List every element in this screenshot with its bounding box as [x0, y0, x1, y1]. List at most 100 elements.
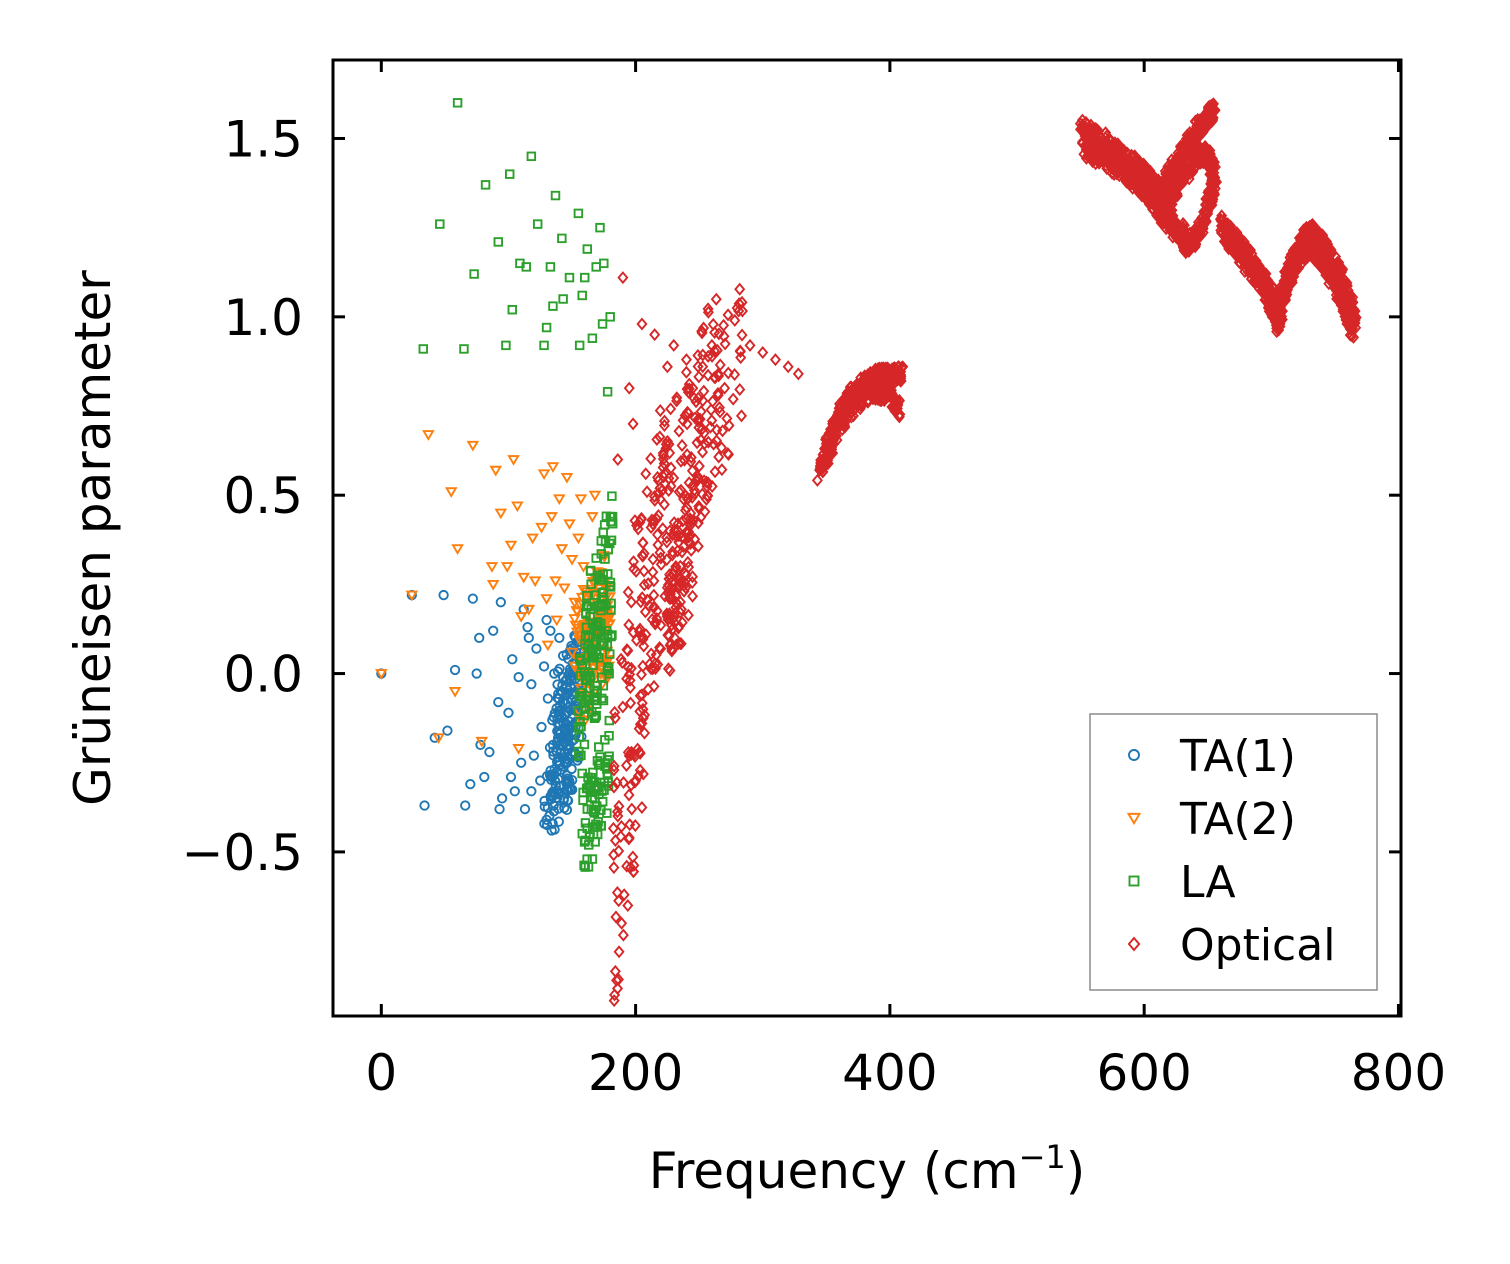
point-ta-1--cluster [553, 816, 564, 827]
point-la [526, 151, 537, 162]
point-ta-1--cluster [562, 795, 573, 806]
point-optical-cluster [636, 696, 648, 710]
point-la-cluster [583, 695, 593, 706]
point-la-cluster [580, 694, 591, 705]
point-ta-1--cluster [553, 688, 564, 700]
point-la-cluster [582, 854, 592, 864]
point-la [557, 233, 567, 244]
point-optical-cluster [636, 688, 648, 702]
point-optical-cluster [654, 546, 666, 560]
point-la [539, 340, 549, 351]
point-optical [627, 417, 639, 431]
point-optical-cluster [707, 317, 719, 331]
point-ta-1--cluster [562, 757, 573, 768]
point-optical-cluster [655, 551, 667, 565]
point-optical-cluster [625, 745, 637, 759]
point-optical-cluster [620, 758, 633, 772]
point-la-cluster [597, 672, 607, 682]
point-optical-cluster [717, 424, 729, 438]
point-ta-1- [465, 778, 476, 790]
point-optical [769, 353, 781, 367]
point-optical-cluster [716, 463, 728, 477]
point-la [564, 272, 575, 283]
point-ta-2- [444, 487, 458, 498]
point-la-cluster [585, 565, 596, 576]
point-optical-cluster [662, 662, 674, 676]
point-la-cluster [586, 579, 596, 589]
y-axis-ticks: −0.5 0.0 0.5 1.0 1.5 [182, 110, 1401, 882]
point-optical-cluster [680, 365, 692, 379]
point-la-cluster [592, 617, 603, 627]
point-ta-1- [556, 711, 568, 722]
point-la-cluster [604, 751, 614, 761]
point-optical-cluster [713, 450, 725, 464]
point-optical-cluster [628, 865, 640, 879]
point-ta-1- [561, 775, 573, 786]
point-optical [633, 745, 645, 759]
point-optical-cluster [635, 628, 647, 642]
point-ta-1--cluster [564, 667, 576, 678]
point-ta-1- [419, 800, 430, 811]
point-optical-cluster [735, 409, 747, 423]
point-ta-1- [513, 671, 524, 683]
point-optical-cluster [642, 682, 654, 696]
x-axis-label: Frequency (cm−1) [649, 1138, 1086, 1200]
legend-marker-optical [1127, 936, 1141, 952]
point-la-cluster [603, 569, 613, 579]
point-optical-cluster [615, 652, 627, 666]
point-la-cluster [585, 611, 595, 622]
point-la [582, 804, 593, 814]
point-ta-1- [475, 739, 486, 751]
point-optical [616, 916, 628, 930]
point-ta-1- [554, 632, 565, 644]
point-ta-1- [541, 814, 552, 825]
point-optical-cluster [727, 392, 739, 406]
point-optical [712, 367, 724, 381]
point-ta-1- [541, 614, 552, 626]
point-ta-2- [514, 612, 528, 623]
point-optical-cluster [692, 412, 704, 426]
point-optical [719, 381, 731, 395]
x-axis-ticks: 0 200 400 600 800 [365, 60, 1446, 1102]
point-optical-cluster [715, 441, 728, 455]
point-la-cluster [581, 600, 592, 611]
point-ta-2--cluster [602, 655, 615, 666]
point-optical-cluster [639, 605, 651, 619]
point-optical-cluster [652, 538, 664, 552]
point-optical-branch [856, 390, 868, 404]
point-optical-cluster [670, 588, 682, 602]
point-la-cluster [605, 649, 615, 659]
point-optical-cluster [708, 370, 720, 384]
point-optical-cluster [687, 478, 699, 492]
point-la [501, 340, 511, 351]
point-optical-cluster [625, 696, 637, 710]
point-optical-cluster [644, 657, 656, 671]
point-optical-cluster [671, 391, 683, 405]
point-la [548, 301, 558, 311]
point-optical-cluster [624, 818, 636, 832]
point-ta-2- [526, 533, 539, 545]
point-la-cluster [585, 671, 595, 681]
x-tick-label: 800 [1351, 1044, 1446, 1102]
legend-marker-la [1128, 875, 1140, 887]
point-ta-2--cluster [568, 614, 581, 625]
point-la-cluster [602, 808, 612, 818]
point-ta-2- [511, 501, 524, 513]
point-optical-cluster [684, 529, 696, 543]
point-la [507, 304, 518, 315]
point-optical-cluster [664, 587, 676, 601]
point-optical [729, 313, 741, 327]
point-la [418, 344, 429, 354]
data-layer [375, 97, 1362, 1008]
point-optical-cluster [622, 899, 634, 913]
point-la-cluster [581, 622, 592, 633]
point-la-cluster [592, 756, 603, 766]
point-optical-cluster [665, 461, 677, 475]
point-optical-cluster [670, 595, 682, 609]
point-ta-2- [504, 540, 518, 552]
point-ta-1- [442, 725, 453, 736]
point-ta-2- [565, 554, 579, 566]
point-optical-cluster [646, 513, 658, 527]
point-optical [617, 271, 629, 285]
